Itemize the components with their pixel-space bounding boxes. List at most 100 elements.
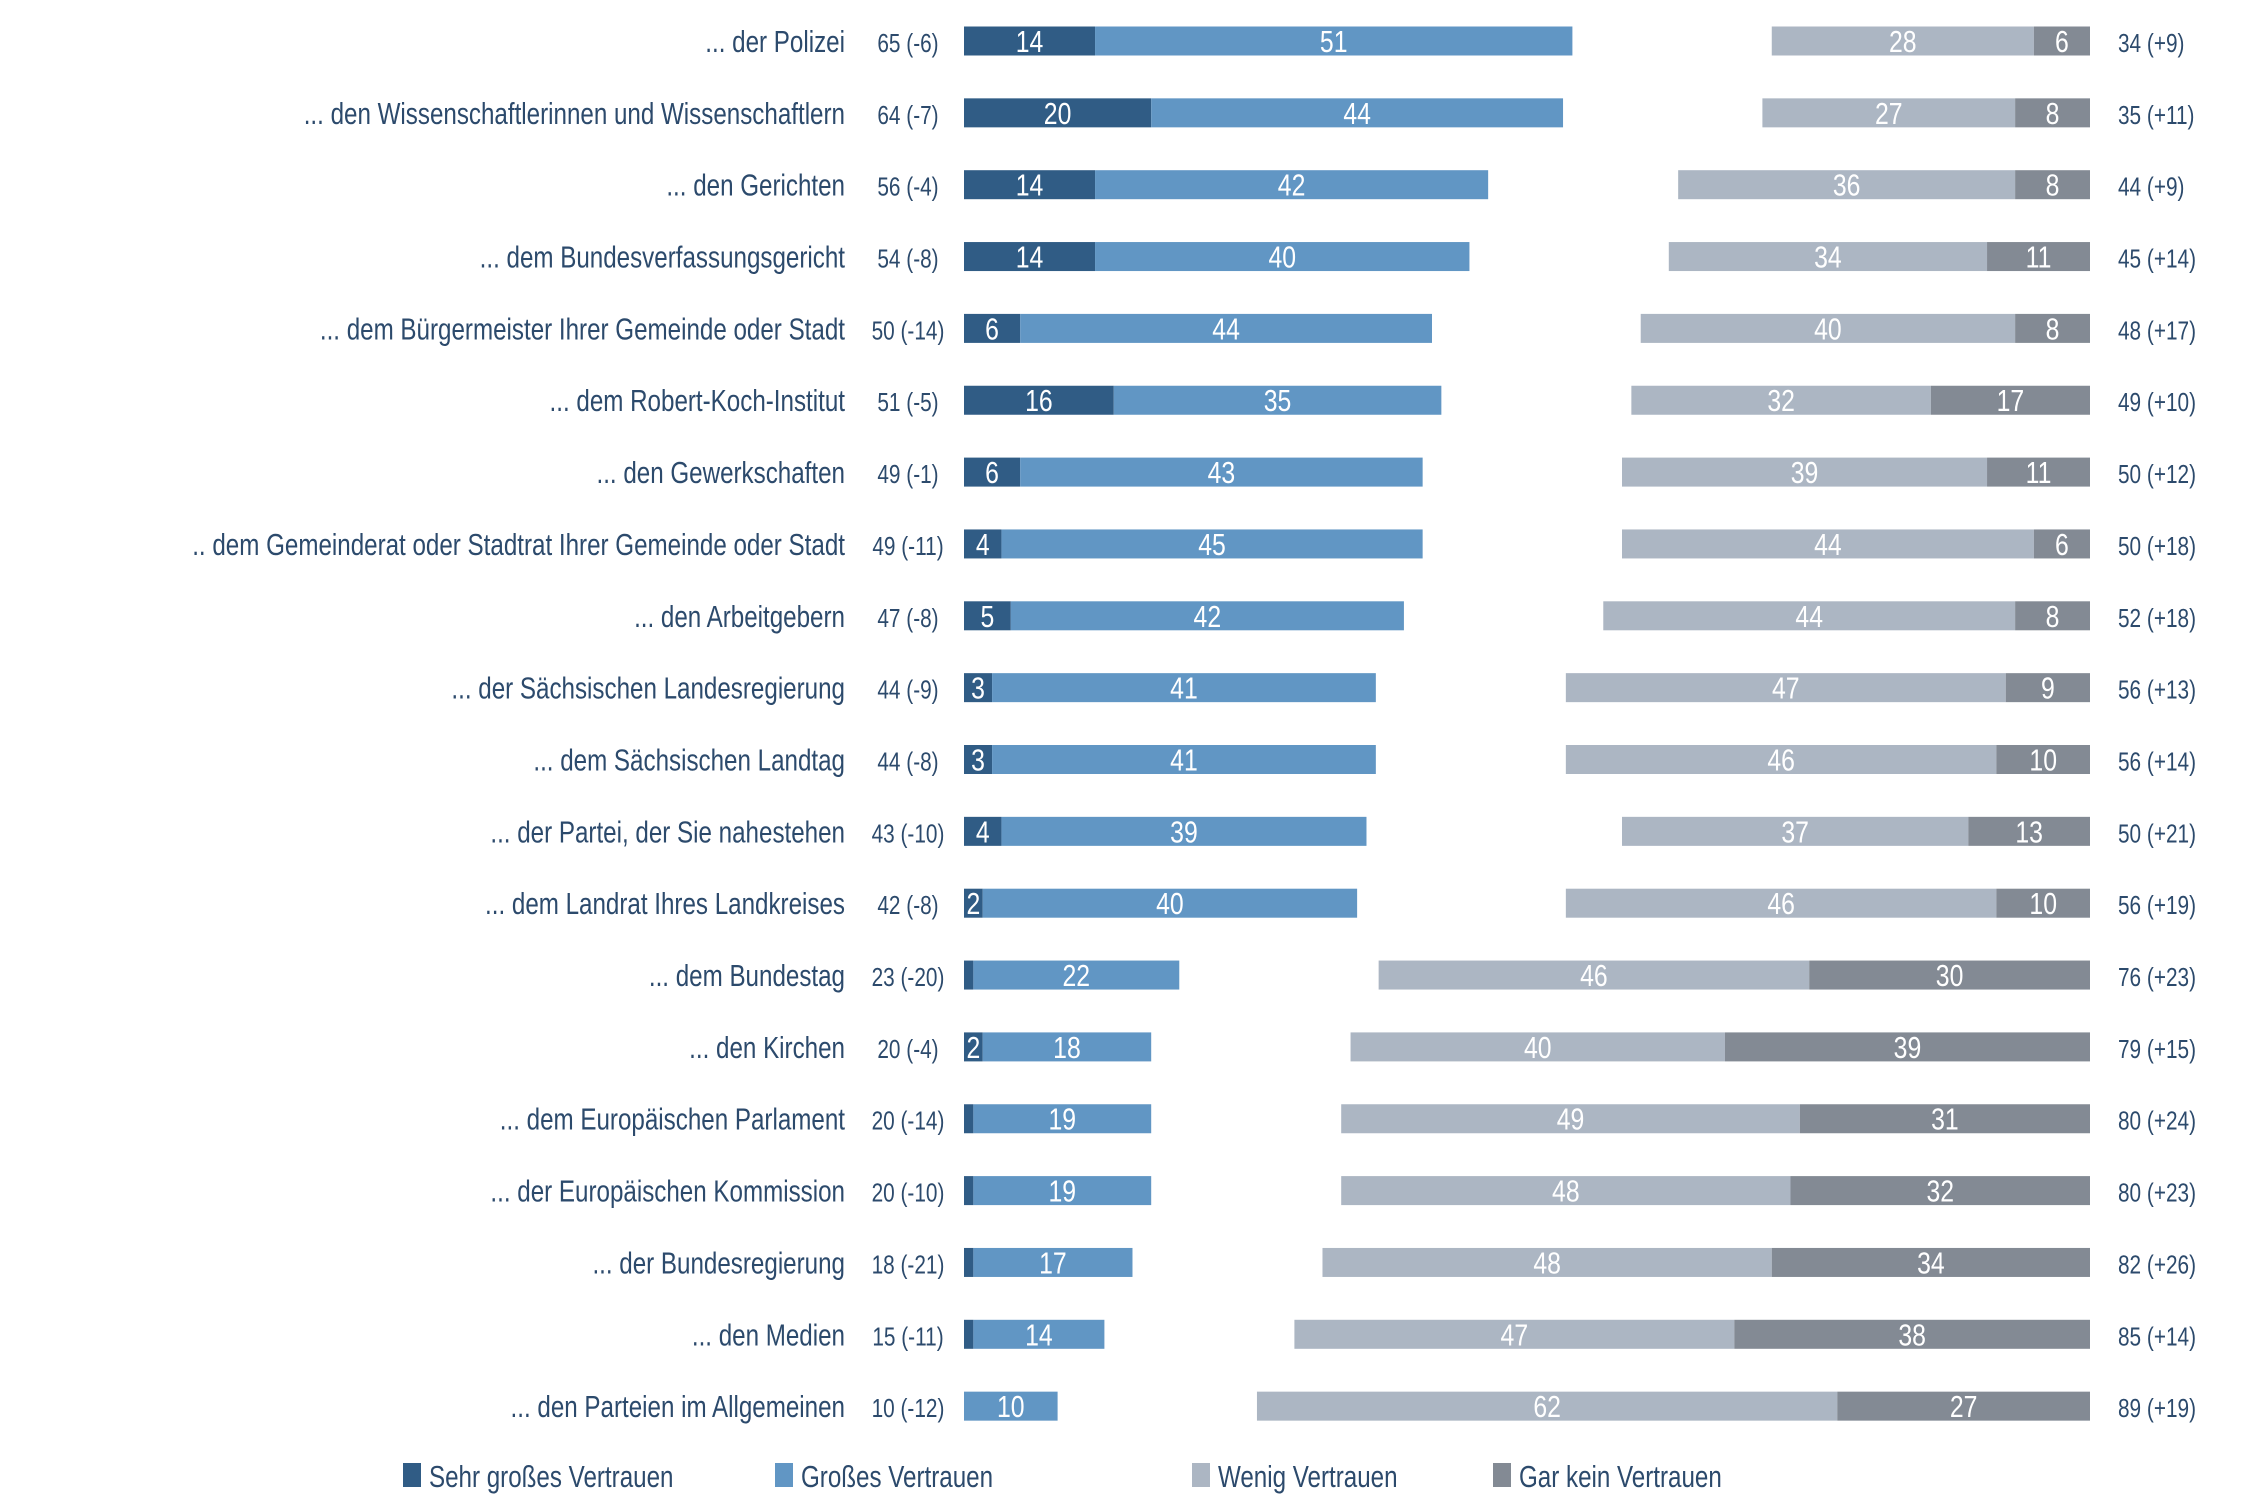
distrust-total-label: 82 (+26): [2118, 1250, 2196, 1279]
trust-total-label: 10 (-12): [872, 1394, 945, 1423]
trust-total-label: 18 (-21): [872, 1250, 945, 1279]
bar-value-label: 6: [985, 312, 999, 346]
bar-segment-gar-kein-vertrauen: [2015, 98, 2090, 128]
category-label: ... den Gewerkschaften: [597, 455, 845, 490]
bar-segment-gar-kein-vertrauen: [2015, 170, 2090, 200]
bar-segment-gar-kein-vertrauen: [1996, 888, 2090, 918]
bar-value-label: 37: [1781, 815, 1809, 849]
bar-segment-wenig-vertrauen: [1622, 529, 2034, 559]
bar-value-label: 62: [1533, 1390, 1561, 1424]
bar-value-label: 16: [1025, 384, 1053, 418]
trust-total-label: 51 (-5): [877, 388, 938, 417]
legend-item: Gar kein Vertrauen: [1493, 1459, 1722, 1494]
bar-value-label: 32: [1926, 1174, 1954, 1208]
distrust-total-label: 85 (+14): [2118, 1322, 2196, 1351]
bar-value-label: 43: [1208, 455, 1236, 489]
bar-segment-grosses-vertrauen: [1113, 385, 1442, 415]
bar-value-label: 9: [2041, 671, 2055, 705]
bar-value-label: 8: [2046, 312, 2060, 346]
bar-value-label: 51: [1320, 24, 1348, 58]
legend-swatch: [403, 1463, 421, 1487]
bar-segment-grosses-vertrauen: [1151, 98, 1564, 128]
bar-segment-wenig-vertrauen: [1341, 1176, 1791, 1206]
chart-rows: ... der Polizei 65 (-6) 14 51 28 6 34 (+9)... …: [192, 24, 2196, 1424]
chart-legend: Sehr großes Vertrauen Großes Vertrauen Wen…: [403, 1459, 1722, 1494]
category-label: ... dem Robert-Koch-Institut: [550, 383, 846, 418]
trust-total-label: 20 (-14): [872, 1107, 945, 1136]
trust-total-label: 43 (-10): [872, 819, 945, 848]
bar-value-label: 31: [1931, 1102, 1959, 1136]
bar-value-label: 14: [1025, 1318, 1053, 1352]
bar-value-label: 27: [1875, 96, 1903, 130]
bar-segment-wenig-vertrauen: [1622, 816, 1969, 846]
bar-value-label: 14: [1016, 240, 1044, 274]
bar-value-label: 14: [1016, 168, 1044, 202]
distrust-total-label: 48 (+17): [2118, 316, 2196, 345]
category-label: ... den Wissenschaftlerinnen und Wissens…: [304, 96, 845, 131]
bar-value-label: 39: [1791, 455, 1819, 489]
legend-swatch: [1192, 1463, 1210, 1487]
bar-value-label: 42: [1194, 599, 1222, 633]
bar-value-label: 3: [971, 743, 985, 777]
category-label: ... dem Europäischen Parlament: [500, 1102, 845, 1137]
distrust-total-label: 56 (+13): [2118, 675, 2196, 704]
bar-value-label: 30: [1936, 958, 1964, 992]
bar-segment-grosses-vertrauen: [973, 1319, 1105, 1349]
bar-value-label: 42: [1278, 168, 1306, 202]
bar-value-label: 14: [1016, 24, 1044, 58]
bar-segment-gar-kein-vertrauen: [2005, 673, 2090, 703]
trust-total-label: 50 (-14): [872, 316, 945, 345]
category-label: ... dem Landrat Ihres Landkreises: [485, 886, 845, 921]
bar-value-label: 11: [2026, 240, 2052, 274]
chart-row: ... der Polizei 65 (-6) 14 51 28 6 34 (+9): [705, 24, 2184, 59]
trust-total-label: 49 (-1): [877, 460, 938, 489]
chart-row: ... den Kirchen 20 (-4) 2 18 40 39 79 (+15): [689, 1030, 2196, 1065]
bar-segment-sehr-grosses-vertrauen: [964, 1032, 983, 1062]
distrust-total-label: 56 (+19): [2118, 891, 2196, 920]
bar-value-label: 19: [1048, 1102, 1076, 1136]
bar-segment-gar-kein-vertrauen: [1930, 385, 2090, 415]
bar-segment-wenig-vertrauen: [1322, 1247, 1772, 1277]
bar-value-label: 40: [1814, 312, 1842, 346]
bar-segment-grosses-vertrauen: [992, 673, 1376, 703]
bar-value-label: 38: [1898, 1318, 1926, 1352]
bar-segment-wenig-vertrauen: [1771, 26, 2034, 56]
bar-segment-gar-kein-vertrauen: [1987, 457, 2090, 487]
bar-segment-gar-kein-vertrauen: [1799, 1104, 2090, 1134]
trust-total-label: 44 (-8): [877, 747, 938, 776]
bar-value-label: 35: [1264, 384, 1292, 418]
legend-swatch: [1493, 1463, 1511, 1487]
bar-value-label: 40: [1268, 240, 1296, 274]
bar-value-label: 48: [1552, 1174, 1580, 1208]
bar-value-label: 2: [966, 887, 980, 921]
bar-value-label: 45: [1198, 527, 1226, 561]
trust-total-label: 20 (-4): [877, 1035, 938, 1064]
trust-total-label: 64 (-7): [877, 101, 938, 130]
chart-row: ... dem Bundesverfassungsgericht 54 (-8) 1…: [480, 240, 2196, 275]
distrust-total-label: 89 (+19): [2118, 1394, 2196, 1423]
bar-segment-grosses-vertrauen: [1095, 242, 1470, 272]
bar-value-label: 48: [1533, 1246, 1561, 1280]
bar-segment-wenig-vertrauen: [1565, 888, 1997, 918]
bar-segment-sehr-grosses-vertrauen: [964, 1247, 974, 1277]
category-label: ... der Bundesregierung: [592, 1246, 845, 1281]
bar-value-label: 2: [966, 1030, 980, 1064]
bar-value-label: 10: [2029, 887, 2057, 921]
category-label: ... den Gerichten: [666, 168, 845, 203]
bar-segment-grosses-vertrauen: [1020, 457, 1423, 487]
bar-segment-wenig-vertrauen: [1668, 242, 1988, 272]
distrust-total-label: 50 (+12): [2118, 460, 2196, 489]
bar-segment-sehr-grosses-vertrauen: [964, 673, 993, 703]
bar-segment-sehr-grosses-vertrauen: [964, 816, 1002, 846]
trust-total-label: 56 (-4): [877, 173, 938, 202]
bar-value-label: 46: [1580, 958, 1608, 992]
bar-segment-grosses-vertrauen: [973, 1247, 1133, 1277]
bar-segment-wenig-vertrauen: [1565, 745, 1997, 774]
bar-segment-wenig-vertrauen: [1350, 1032, 1725, 1062]
bar-segment-sehr-grosses-vertrauen: [964, 1319, 974, 1349]
trust-total-label: 20 (-10): [872, 1178, 945, 1207]
trust-total-label: 65 (-6): [877, 29, 938, 58]
bar-value-label: 8: [2046, 599, 2060, 633]
